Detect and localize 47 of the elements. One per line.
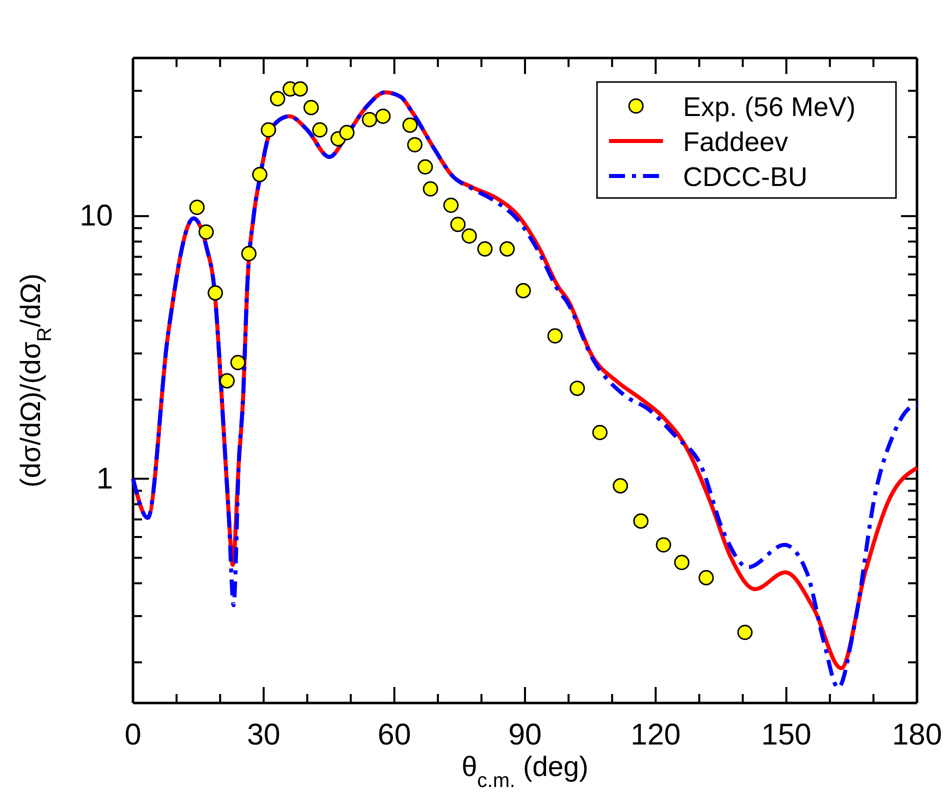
x-tick-label: 0 xyxy=(124,718,142,752)
point xyxy=(230,354,246,370)
point xyxy=(477,241,493,257)
point xyxy=(208,285,223,301)
x-tick-label: 120 xyxy=(630,718,681,752)
x-axis-title: θ$_{c.m.}$ (deg) xyxy=(462,751,588,792)
x-tick-label: 60 xyxy=(378,718,412,752)
y-tick-label: 10 xyxy=(80,200,113,233)
point xyxy=(339,124,355,140)
point xyxy=(570,380,585,396)
point xyxy=(375,108,391,124)
point xyxy=(450,216,466,232)
point xyxy=(418,159,433,175)
point xyxy=(516,283,531,298)
x-tick-label: 30 xyxy=(246,718,280,752)
point xyxy=(612,478,628,494)
point xyxy=(547,328,563,344)
point xyxy=(443,198,459,213)
point xyxy=(407,137,422,152)
point xyxy=(462,228,477,244)
point xyxy=(362,112,378,128)
x-tick-label: 180 xyxy=(892,718,942,752)
point xyxy=(241,246,257,262)
point xyxy=(252,166,268,182)
point xyxy=(292,81,308,97)
point xyxy=(260,122,276,138)
x-tick-label: 150 xyxy=(761,718,812,752)
point xyxy=(737,624,753,640)
point xyxy=(312,122,328,138)
point xyxy=(499,241,515,257)
point xyxy=(402,118,418,133)
x-tick-label: 90 xyxy=(508,718,542,752)
point xyxy=(189,200,205,215)
point xyxy=(633,513,649,529)
y-tick-label: 1 xyxy=(96,462,113,496)
point xyxy=(656,537,672,553)
point xyxy=(198,224,214,240)
point xyxy=(698,570,714,586)
point xyxy=(270,91,286,106)
point xyxy=(592,424,608,440)
point xyxy=(219,373,235,388)
legend-label: CDCC-BU xyxy=(683,162,808,192)
legend-label: Exp. (56 MeV) xyxy=(683,92,856,122)
point xyxy=(674,554,690,570)
legend-label: Faddeev xyxy=(683,127,789,157)
point xyxy=(422,181,438,197)
point xyxy=(303,100,319,116)
